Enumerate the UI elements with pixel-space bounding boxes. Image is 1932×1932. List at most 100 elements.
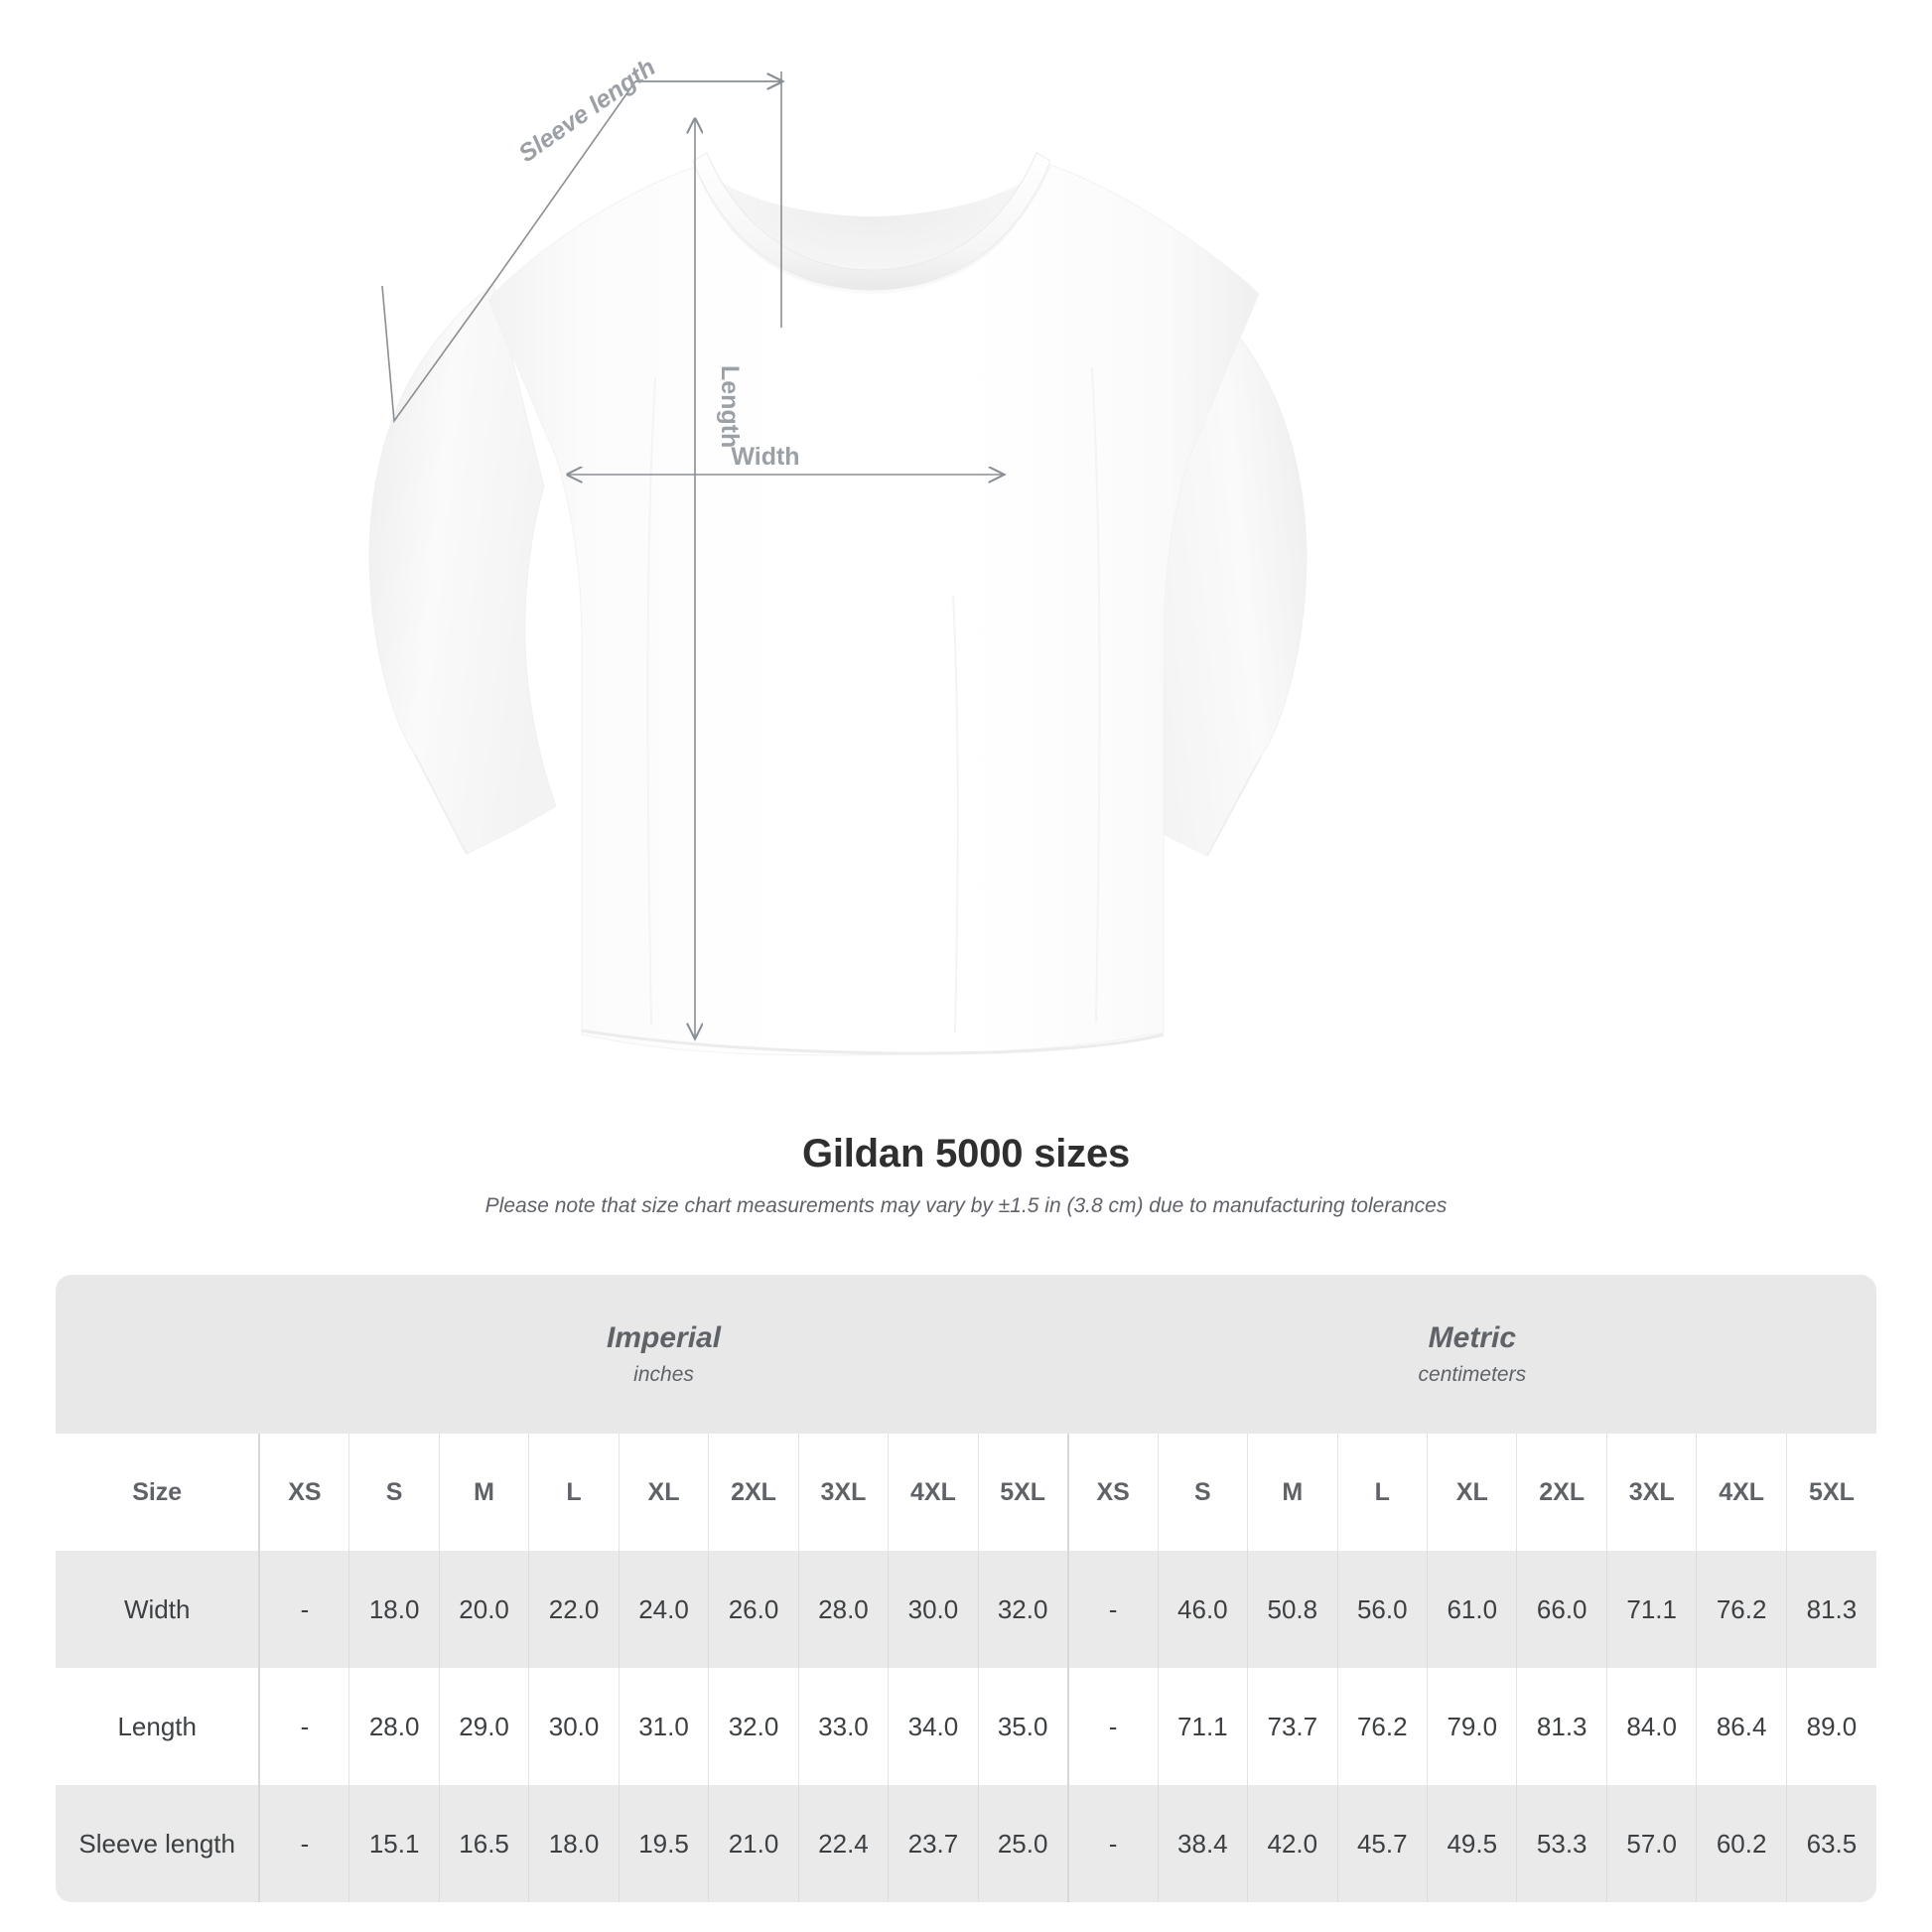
cell-metric-4xl: 60.2 — [1696, 1785, 1787, 1902]
cell-metric-2xl: 81.3 — [1516, 1668, 1607, 1785]
cell-metric-l: 56.0 — [1337, 1551, 1429, 1668]
cell-metric-s: 46.0 — [1158, 1551, 1249, 1668]
size-header-metric-l: L — [1337, 1434, 1429, 1551]
cell-metric-m: 73.7 — [1247, 1668, 1338, 1785]
unit-group-sublabel: inches — [633, 1363, 694, 1387]
cell-imperial-m: 16.5 — [439, 1785, 530, 1902]
cell-imperial-5xl: 35.0 — [978, 1668, 1069, 1785]
size-header-metric-xl: XL — [1427, 1434, 1518, 1551]
page-title: Gildan 5000 sizes — [801, 1132, 1131, 1175]
cell-metric-5xl: 63.5 — [1786, 1785, 1876, 1902]
cell-metric-3xl: 71.1 — [1606, 1551, 1698, 1668]
cell-metric-2xl: 66.0 — [1516, 1551, 1607, 1668]
cell-metric-2xl: 53.3 — [1516, 1785, 1607, 1902]
size-header-imperial-2xl: 2XL — [708, 1434, 799, 1551]
row-label-sleeve-length: Sleeve length — [56, 1785, 261, 1902]
cell-metric-xl: 61.0 — [1427, 1551, 1518, 1668]
cell-metric-m: 42.0 — [1247, 1785, 1338, 1902]
cell-metric-s: 71.1 — [1158, 1668, 1249, 1785]
cell-metric-m: 50.8 — [1247, 1551, 1338, 1668]
cell-metric-xl: 79.0 — [1427, 1668, 1518, 1785]
size-header-imperial-xl: XL — [619, 1434, 710, 1551]
size-header-imperial-xs: XS — [259, 1434, 350, 1551]
size-header-row: Size XS S M L XL 2XL 3XL 4XL 5XL XS S M L XL 2XL 3XL 4XL 5… — [56, 1434, 1876, 1551]
size-header-metric-5xl: 5XL — [1786, 1434, 1876, 1551]
cell-imperial-xl: 24.0 — [619, 1551, 710, 1668]
length-label: Length — [716, 365, 744, 448]
cell-imperial-4xl: 23.7 — [888, 1785, 979, 1902]
row-label-length: Length — [56, 1668, 261, 1785]
cell-imperial-m: 29.0 — [439, 1668, 530, 1785]
cell-metric-5xl: 81.3 — [1786, 1551, 1876, 1668]
cell-imperial-3xl: 33.0 — [798, 1668, 890, 1785]
cell-metric-xs: - — [1066, 1668, 1159, 1785]
table-row: Sleeve length -15.1 16.5 18.0 19.5 21.0 22.4 23… — [56, 1785, 1876, 1902]
cell-imperial-s: 28.0 — [348, 1668, 440, 1785]
cell-metric-5xl: 89.0 — [1786, 1668, 1876, 1785]
cell-imperial-4xl: 34.0 — [888, 1668, 979, 1785]
size-table-container: Imperial inches Metric centimeters Size XS S M L… — [56, 1275, 1876, 1902]
cell-metric-3xl: 84.0 — [1606, 1668, 1698, 1785]
cell-metric-s: 38.4 — [1158, 1785, 1249, 1902]
cell-metric-xl: 49.5 — [1427, 1785, 1518, 1902]
size-table: Imperial inches Metric centimeters Size XS S M L… — [56, 1275, 1876, 1902]
size-header-metric-xs: XS — [1066, 1434, 1159, 1551]
cell-imperial-l: 30.0 — [528, 1668, 620, 1785]
cell-metric-xs: - — [1066, 1785, 1159, 1902]
table-row: Width -18.0 20.0 22.0 24.0 26.0 28.0 30.0 32.0-4… — [56, 1551, 1876, 1668]
size-header-imperial-l: L — [528, 1434, 620, 1551]
cell-imperial-4xl: 30.0 — [888, 1551, 979, 1668]
size-header-metric-3xl: 3XL — [1606, 1434, 1698, 1551]
cell-imperial-3xl: 28.0 — [798, 1551, 890, 1668]
cell-imperial-5xl: 32.0 — [978, 1551, 1069, 1668]
table-row: Length -28.0 29.0 30.0 31.0 32.0 33.0 34.0 35.0-… — [56, 1668, 1876, 1785]
unit-group-name: Metric — [1428, 1320, 1516, 1354]
cell-metric-4xl: 76.2 — [1696, 1551, 1787, 1668]
cell-imperial-s: 15.1 — [348, 1785, 440, 1902]
unit-group-name: Imperial — [607, 1320, 722, 1354]
unit-header-row: Imperial inches Metric centimeters — [56, 1275, 1876, 1434]
cell-imperial-xl: 31.0 — [619, 1668, 710, 1785]
cell-metric-3xl: 57.0 — [1606, 1785, 1698, 1902]
size-header-metric-s: S — [1158, 1434, 1249, 1551]
cell-metric-xs: - — [1066, 1551, 1159, 1668]
size-header-imperial-s: S — [348, 1434, 440, 1551]
cell-imperial-xl: 19.5 — [619, 1785, 710, 1902]
cell-imperial-xs: - — [259, 1668, 350, 1785]
size-header-label: Size — [56, 1434, 261, 1551]
cell-metric-l: 76.2 — [1337, 1668, 1429, 1785]
size-header-imperial-5xl: 5XL — [978, 1434, 1069, 1551]
cell-imperial-xs: - — [259, 1785, 350, 1902]
cell-imperial-l: 22.0 — [528, 1551, 620, 1668]
size-header-imperial-m: M — [439, 1434, 530, 1551]
chart-heading: Gildan 5000 sizes Please note that size … — [0, 1132, 1932, 1218]
size-header-imperial-3xl: 3XL — [798, 1434, 890, 1551]
cell-imperial-2xl: 32.0 — [708, 1668, 799, 1785]
tshirt-diagram: Sleeve length Length Width — [368, 54, 1308, 1056]
unit-group-imperial: Imperial inches — [259, 1275, 1068, 1434]
size-header-metric-2xl: 2XL — [1516, 1434, 1607, 1551]
cell-imperial-xs: - — [259, 1551, 350, 1668]
size-header-metric-m: M — [1247, 1434, 1338, 1551]
page-subtitle: Please note that size chart measurements… — [484, 1194, 1448, 1217]
unit-group-sublabel: centimeters — [1418, 1363, 1527, 1387]
cell-imperial-2xl: 26.0 — [708, 1551, 799, 1668]
unit-group-metric: Metric centimeters — [1067, 1275, 1876, 1434]
cell-metric-l: 45.7 — [1337, 1785, 1429, 1902]
cell-metric-4xl: 86.4 — [1696, 1668, 1787, 1785]
size-header-imperial-4xl: 4XL — [888, 1434, 979, 1551]
cell-imperial-3xl: 22.4 — [798, 1785, 890, 1902]
cell-imperial-m: 20.0 — [439, 1551, 530, 1668]
cell-imperial-5xl: 25.0 — [978, 1785, 1069, 1902]
cell-imperial-l: 18.0 — [528, 1785, 620, 1902]
tshirt-illustration — [368, 152, 1308, 1056]
row-label-width: Width — [56, 1551, 261, 1668]
measurement-guides — [381, 71, 1003, 1037]
cell-imperial-s: 18.0 — [348, 1551, 440, 1668]
cell-imperial-2xl: 21.0 — [708, 1785, 799, 1902]
guide-labels-upright: Length Width — [716, 365, 800, 471]
width-label: Width — [731, 443, 799, 471]
size-header-metric-4xl: 4XL — [1696, 1434, 1787, 1551]
unit-header-spacer — [56, 1275, 260, 1434]
